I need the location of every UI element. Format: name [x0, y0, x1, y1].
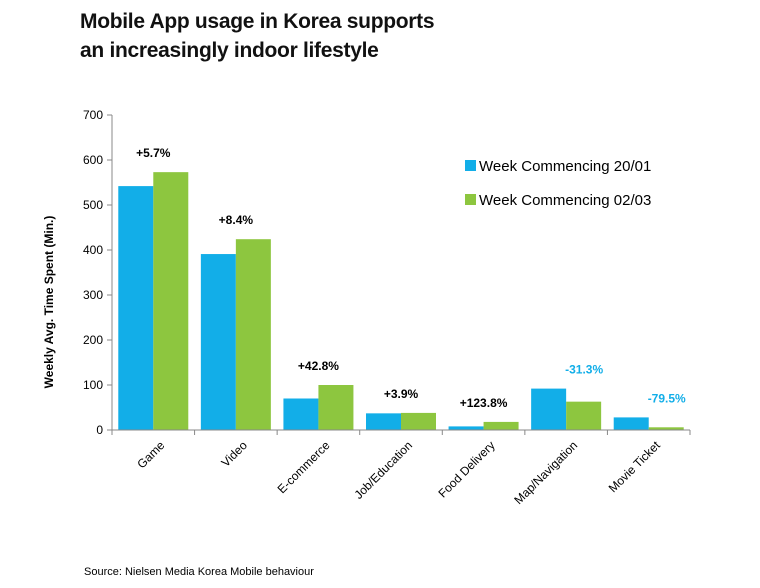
change-label: -31.3%: [565, 363, 603, 377]
chart-title-line-1: Mobile App usage in Korea supports: [80, 10, 435, 33]
bar-series-2: [648, 427, 684, 430]
y-tick-label: 600: [83, 153, 103, 167]
y-tick-label: 300: [83, 288, 103, 302]
y-tick-label: 200: [83, 333, 103, 347]
bar-series-2: [401, 412, 436, 430]
change-annotations: +5.7% +8.4% +42.8% +3.9% +123.8% -31.3% -79.5%: [136, 146, 686, 410]
source-note: Source: Nielsen Media Korea Mobile behav…: [84, 566, 314, 578]
bar-series-2: [153, 172, 189, 430]
bar-series-2: [235, 239, 271, 430]
legend-label: Week Commencing 02/03: [479, 192, 651, 209]
bar-series-1: [118, 186, 154, 430]
bar-series-1: [448, 426, 484, 430]
y-axis: 0 100 200 300 400 500 600 700: [83, 108, 113, 437]
y-tick-label: 500: [83, 198, 103, 212]
bar-series-2: [566, 401, 602, 430]
x-category-label: Job/Education: [351, 438, 415, 502]
x-axis: Game Video E-commerce Job/Education Food Del…: [111, 429, 691, 507]
y-tick-label: 100: [83, 378, 103, 392]
x-category-label: Video: [219, 438, 251, 470]
legend-label: Week Commencing 20/01: [479, 158, 651, 175]
chart-title: Mobile App usage in Korea supports an in…: [80, 7, 435, 65]
change-label: +5.7%: [136, 146, 171, 160]
bar-series-2: [483, 421, 519, 430]
change-label: +42.8%: [298, 359, 339, 373]
x-category-label: Map/Navigation: [511, 438, 580, 507]
legend-swatch: [465, 194, 476, 205]
legend: Week Commencing 20/01 Week Commencing 02/…: [465, 158, 651, 209]
change-label: +3.9%: [384, 387, 419, 401]
bar-series-1: [613, 417, 649, 430]
bars: [118, 172, 684, 430]
x-category-label: Game: [134, 438, 167, 471]
y-tick-label: 400: [83, 243, 103, 257]
x-category-label: Movie Ticket: [606, 438, 664, 496]
change-label: +8.4%: [219, 213, 254, 227]
x-category-label: E-commerce: [275, 438, 333, 496]
bar-series-1: [366, 413, 401, 430]
change-label: -79.5%: [648, 391, 686, 405]
x-category-label: Food Delivery: [435, 438, 497, 500]
change-label: +123.8%: [460, 396, 508, 410]
y-tick-label: 0: [96, 423, 103, 437]
bar-series-1: [531, 388, 567, 430]
chart-title-line-2: an increasingly indoor lifestyle: [80, 39, 379, 62]
bar-series-2: [318, 385, 354, 430]
y-tick-label: 700: [83, 108, 103, 122]
y-axis-label: Weekly Avg. Time Spent (Min.): [42, 216, 56, 389]
bar-series-1: [200, 254, 236, 430]
bar-series-1: [283, 398, 319, 430]
legend-swatch: [465, 160, 476, 171]
